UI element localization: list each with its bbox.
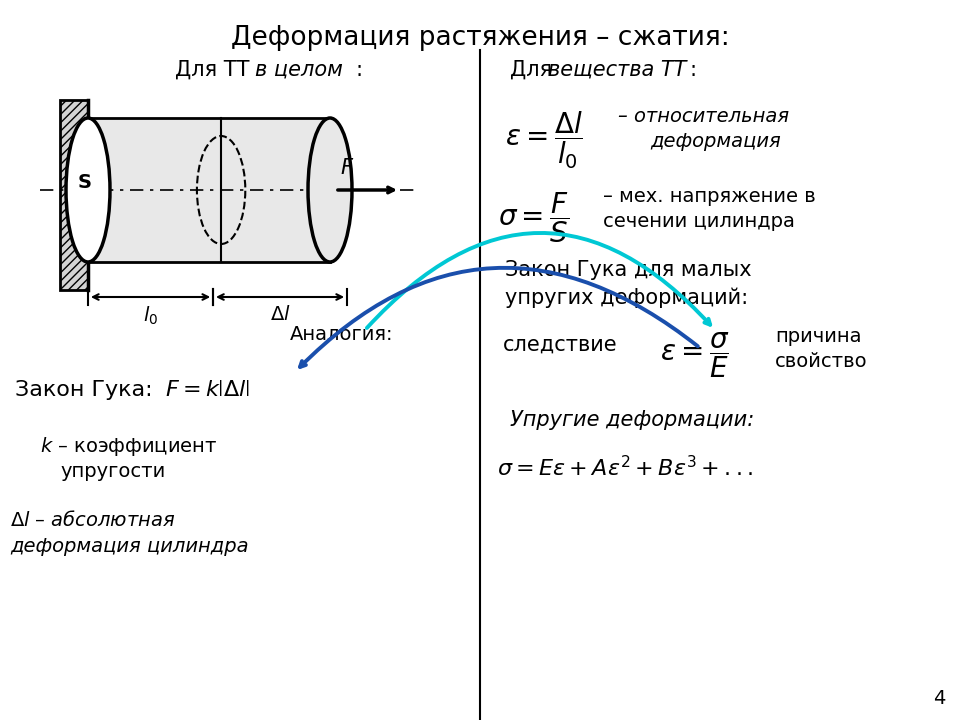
Bar — [88, 118, 330, 262]
Text: Аналогия:: Аналогия: — [290, 325, 394, 344]
Text: $k$ – коэффициент: $k$ – коэффициент — [40, 435, 217, 458]
Text: $\sigma = E\varepsilon + A\varepsilon^2 + B\varepsilon^3 + ...$: $\sigma = E\varepsilon + A\varepsilon^2 … — [497, 455, 754, 480]
Text: $\Delta l$: $\Delta l$ — [270, 305, 290, 324]
Text: :: : — [690, 60, 697, 80]
Text: $\varepsilon = \dfrac{\sigma}{E}$: $\varepsilon = \dfrac{\sigma}{E}$ — [660, 330, 730, 379]
Text: $\sigma = \dfrac{F}{S}$: $\sigma = \dfrac{F}{S}$ — [498, 190, 569, 245]
Text: Закон Гука:: Закон Гука: — [15, 380, 159, 400]
Text: Закон Гука для малых: Закон Гука для малых — [505, 260, 752, 280]
Text: $l_0$: $l_0$ — [143, 305, 158, 328]
Text: $\Delta l$ – абсолютная: $\Delta l$ – абсолютная — [10, 510, 176, 530]
Text: следствие: следствие — [503, 335, 617, 355]
Text: :: : — [355, 60, 362, 80]
Text: в целом: в целом — [255, 60, 343, 80]
Text: $F = k\left|\Delta l\right|$: $F = k\left|\Delta l\right|$ — [165, 380, 251, 400]
Ellipse shape — [308, 118, 352, 262]
Text: S: S — [78, 173, 92, 192]
Text: – относительная: – относительная — [618, 107, 789, 126]
Text: 4: 4 — [932, 689, 945, 708]
Text: F: F — [340, 158, 352, 178]
Ellipse shape — [66, 118, 110, 262]
Text: упругих деформаций:: упругих деформаций: — [505, 287, 748, 307]
Text: – мех. напряжение в: – мех. напряжение в — [603, 187, 816, 206]
Text: Для: Для — [510, 60, 559, 80]
Text: $\varepsilon = \dfrac{\Delta l}{l_0}$: $\varepsilon = \dfrac{\Delta l}{l_0}$ — [505, 110, 583, 171]
Text: деформация цилиндра: деформация цилиндра — [10, 537, 249, 556]
Text: деформация: деформация — [650, 132, 780, 151]
Text: вещества ТТ: вещества ТТ — [548, 60, 686, 80]
Text: Для ТТ: Для ТТ — [175, 60, 256, 80]
Bar — [60, 100, 88, 290]
Text: Упругие деформации:: Упругие деформации: — [510, 410, 755, 430]
Text: причина: причина — [775, 327, 861, 346]
Text: свойство: свойство — [775, 352, 868, 371]
Text: сечении цилиндра: сечении цилиндра — [603, 212, 795, 231]
Text: Деформация растяжения – сжатия:: Деформация растяжения – сжатия: — [230, 25, 730, 51]
Text: упругости: упругости — [60, 462, 165, 481]
